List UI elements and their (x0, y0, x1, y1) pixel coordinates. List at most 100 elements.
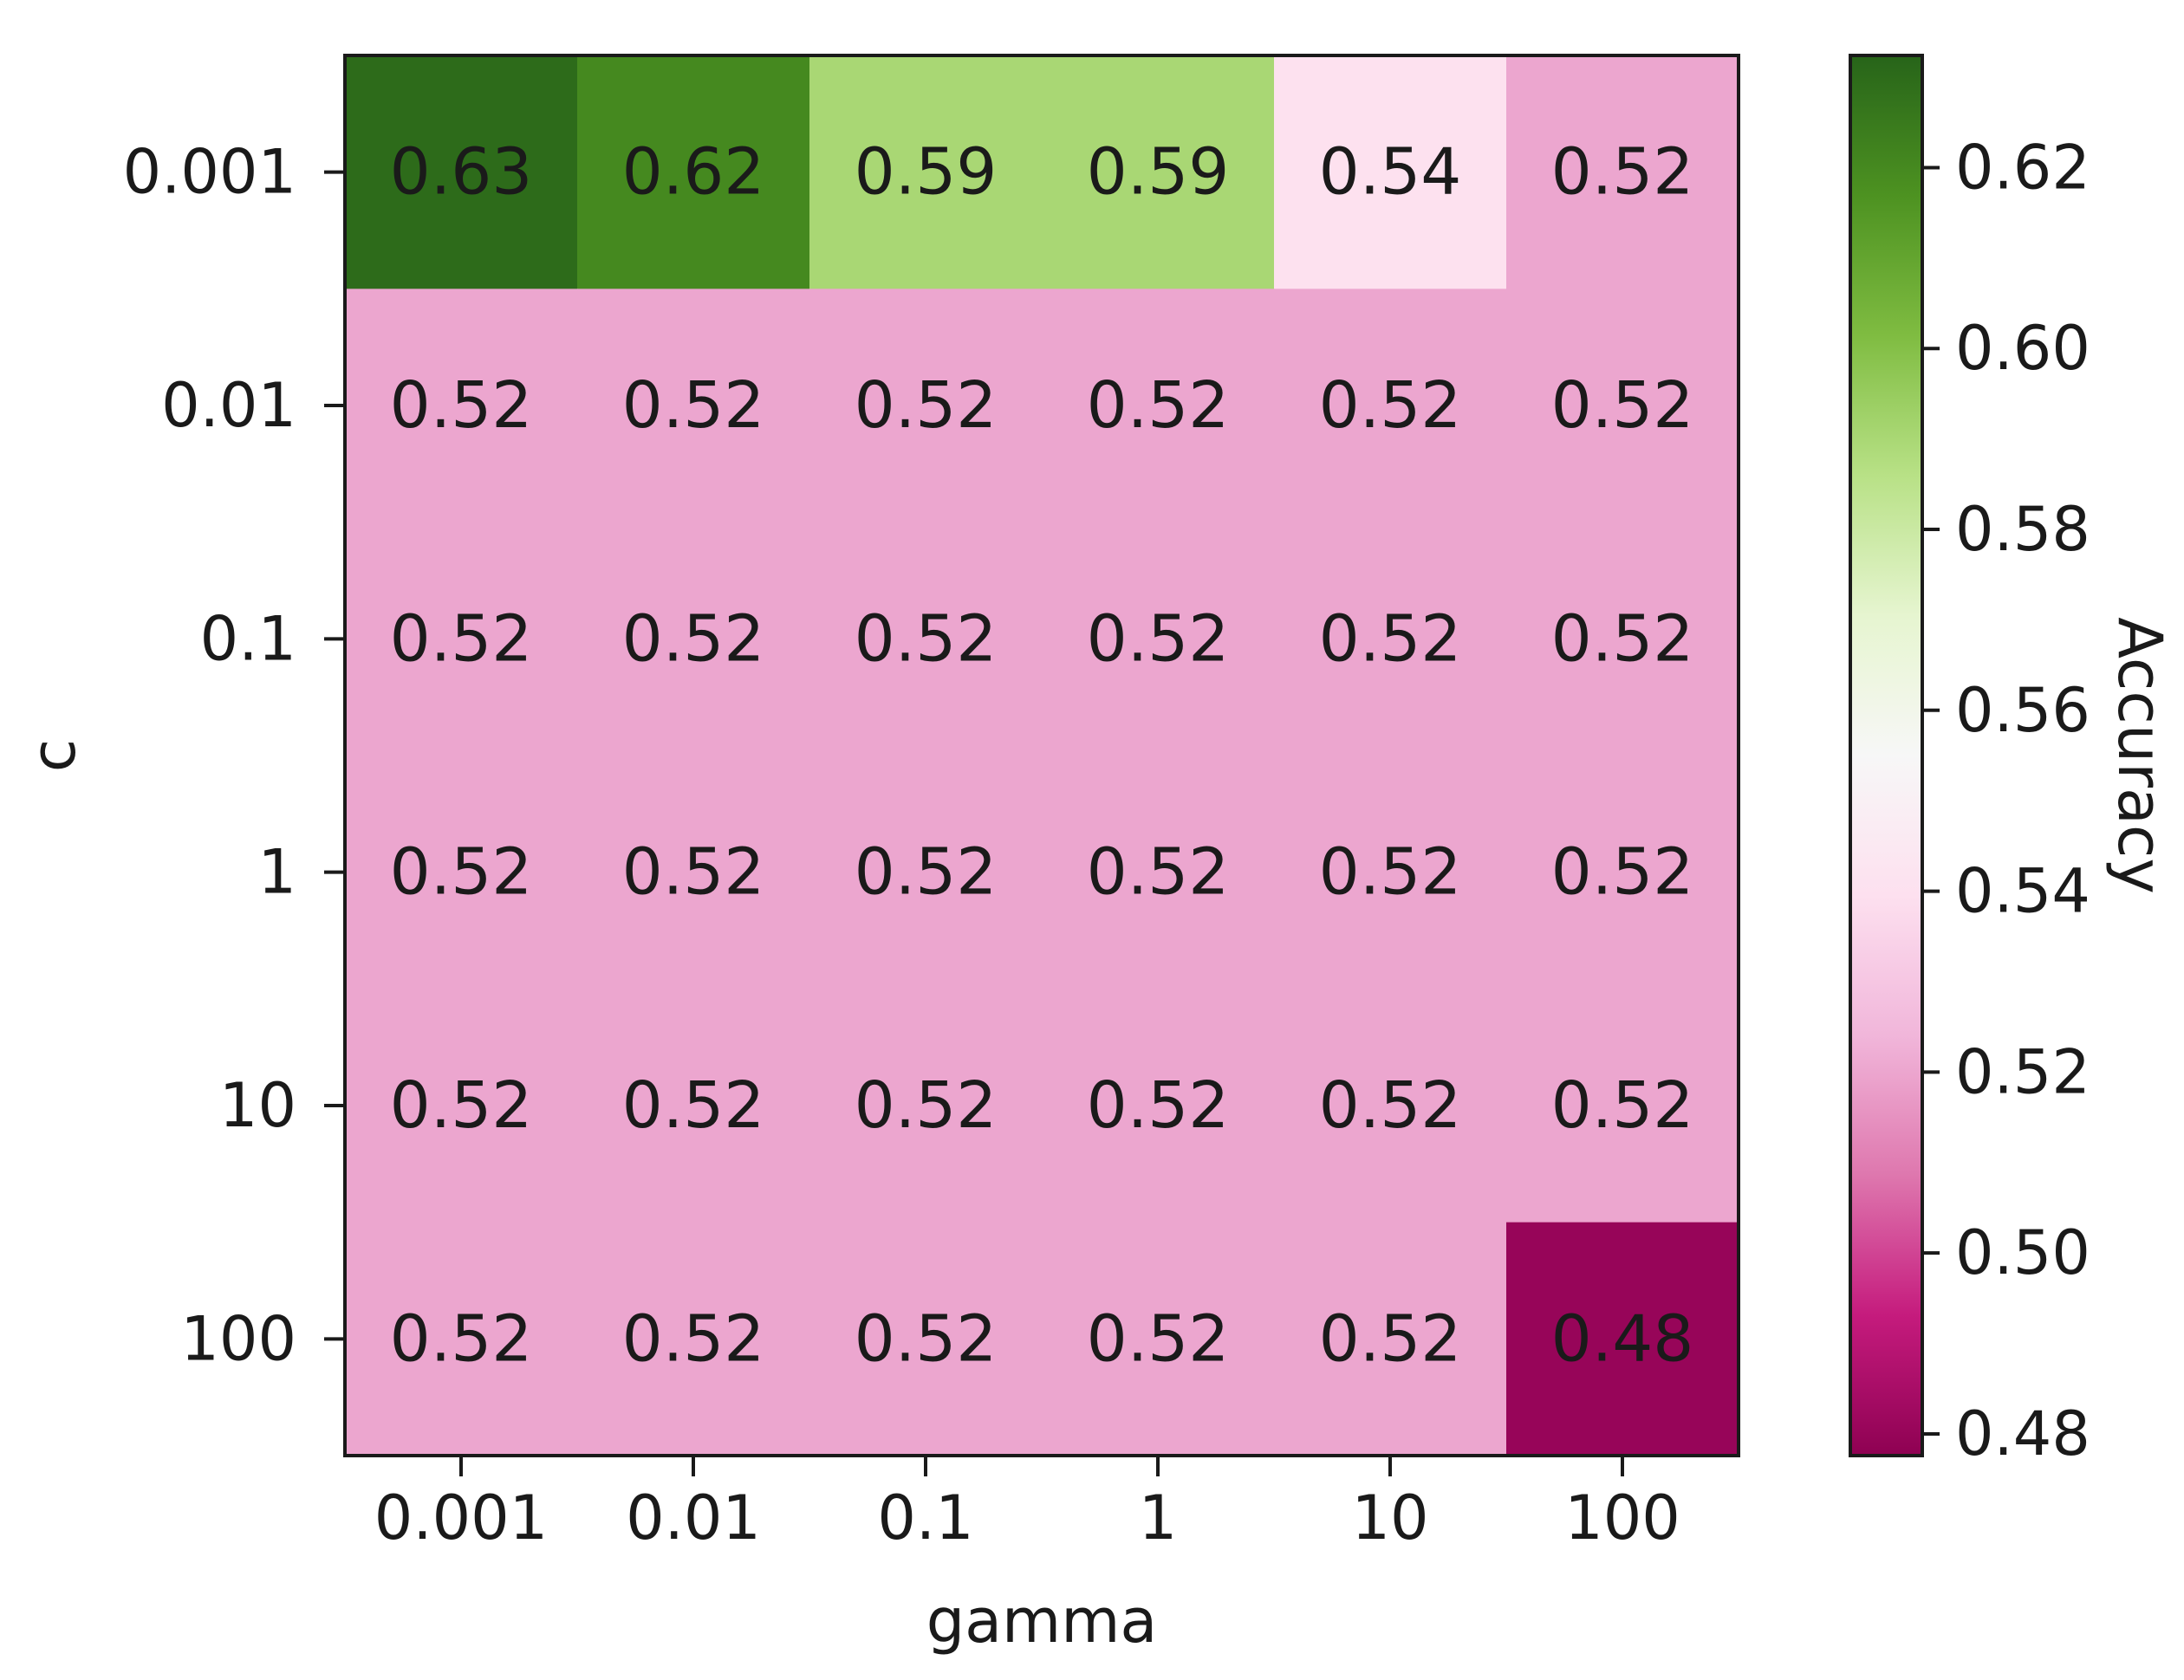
colorbar-tick-label: 0.56 (1955, 675, 2090, 746)
heatmap-cell (345, 55, 578, 289)
plot-frame (343, 54, 1740, 1457)
cell-value-label: 0.48 (1551, 1301, 1694, 1376)
y-axis-ticks: 0.001 0.01 0.1 1 10 100 (123, 137, 345, 1374)
cell-value-label: 0.52 (855, 368, 998, 443)
heatmap-cell (345, 989, 578, 1223)
cell-value-label: 0.52 (622, 1068, 765, 1143)
cell-value-label: 0.59 (855, 135, 998, 210)
cell-value-label: 0.52 (1319, 1068, 1462, 1143)
cell-value-label: 0.63 (390, 135, 533, 210)
cell-value-label: 0.52 (1551, 1068, 1694, 1143)
colorbar-tick-label: 0.52 (1955, 1036, 2090, 1107)
heatmap-cell (1042, 289, 1275, 523)
heatmap-cell (1042, 756, 1275, 989)
x-tick-label: 10 (1351, 1482, 1428, 1554)
cell-value-label: 0.52 (390, 1068, 533, 1143)
colorbar-tick-label: 0.50 (1955, 1217, 2090, 1288)
cell-value-label: 0.52 (1087, 1068, 1230, 1143)
heatmap-cell (809, 522, 1043, 756)
colorbar-tick-label: 0.60 (1955, 313, 2090, 384)
heatmap-cell (345, 1222, 578, 1456)
y-tick-label: 0.1 (200, 603, 296, 674)
cell-value-label: 0.62 (622, 135, 765, 210)
y-tick-label: 1 (257, 837, 296, 908)
heatmap-cell (577, 756, 810, 989)
colorbar-tick-label: 0.62 (1955, 132, 2090, 203)
heatmap-cell (1274, 55, 1507, 289)
cell-value-label: 0.52 (1319, 835, 1462, 910)
heatmap-cell (1506, 1222, 1739, 1456)
heatmap-cell (1274, 756, 1507, 989)
y-tick-label: 0.001 (123, 137, 296, 208)
heatmap-cell (809, 756, 1043, 989)
cell-value-label: 0.52 (622, 835, 765, 910)
cell-value-label: 0.52 (1087, 368, 1230, 443)
heatmap-cell (1042, 522, 1275, 756)
colorbar-ticks: 0.48 0.50 0.52 0.54 0.56 0.58 0.60 0.62 (1922, 132, 2090, 1469)
heatmap-cell (1042, 1222, 1275, 1456)
cell-value-label: 0.52 (390, 601, 533, 676)
cell-value-label: 0.52 (855, 835, 998, 910)
cell-value-label: 0.52 (1551, 135, 1694, 210)
x-tick-label: 0.01 (626, 1482, 761, 1554)
y-tick-label: 100 (180, 1303, 296, 1374)
cell-value-label: 0.52 (1087, 601, 1230, 676)
cell-value-label: 0.52 (390, 1301, 533, 1376)
cell-value-label: 0.52 (1087, 1301, 1230, 1376)
colorbar-tick-label: 0.48 (1955, 1398, 2090, 1469)
cell-value-label: 0.52 (622, 1301, 765, 1376)
x-axis-ticks: 0.001 0.01 0.1 1 10 100 (374, 1456, 1680, 1554)
cell-value-label: 0.52 (1319, 1301, 1462, 1376)
cell-value-label: 0.52 (1551, 368, 1694, 443)
heatmap-cell (809, 989, 1043, 1223)
heatmap-cell (1506, 289, 1739, 523)
heatmap-cell (577, 289, 810, 523)
colorbar-label: Accuracy (2104, 617, 2175, 894)
x-tick-label: 100 (1564, 1482, 1680, 1554)
heatmap-cell (577, 522, 810, 756)
cell-value-label: 0.52 (855, 601, 998, 676)
heatmap-cell (1274, 1222, 1507, 1456)
heatmap-cell-labels: 0.63 0.62 0.59 0.59 0.54 0.52 0.52 0.52 0.52 0.52… (390, 135, 1694, 1377)
heatmap-cell (1274, 989, 1507, 1223)
heatmap-cell (809, 1222, 1043, 1456)
heatmap-cell (345, 756, 578, 989)
cell-value-label: 0.52 (1087, 835, 1230, 910)
heatmap-cell (345, 289, 578, 523)
cell-value-label: 0.52 (1319, 368, 1462, 443)
colorbar (1849, 54, 1924, 1457)
y-tick-label: 10 (219, 1070, 296, 1141)
x-tick-label: 0.1 (877, 1482, 973, 1554)
x-tick-label: 1 (1139, 1482, 1178, 1554)
heatmap-cell (1506, 55, 1739, 289)
heatmap-cell (809, 55, 1043, 289)
cell-value-label: 0.52 (855, 1068, 998, 1143)
cell-value-label: 0.52 (1551, 835, 1694, 910)
heatmap-cell (577, 55, 810, 289)
heatmap-cell (1506, 522, 1739, 756)
heatmap-cell (1042, 55, 1275, 289)
heatmap-cell (577, 989, 810, 1223)
cell-value-label: 0.52 (622, 368, 765, 443)
cell-value-label: 0.52 (622, 601, 765, 676)
heatmap-cell (1274, 289, 1507, 523)
heatmap-cell (1042, 989, 1275, 1223)
colorbar-tick-label: 0.58 (1955, 494, 2090, 565)
heatmap-cell (809, 289, 1043, 523)
cell-value-label: 0.52 (390, 835, 533, 910)
heatmap-cell (345, 522, 578, 756)
cell-value-label: 0.52 (855, 1301, 998, 1376)
x-tick-label: 0.001 (374, 1482, 548, 1554)
cell-value-label: 0.52 (1319, 601, 1462, 676)
heatmap-cell (1274, 522, 1507, 756)
heatmap-cell (1506, 989, 1739, 1223)
heatmap-cell (577, 1222, 810, 1456)
cell-value-label: 0.54 (1319, 135, 1462, 210)
colorbar-tick-label: 0.54 (1955, 856, 2090, 927)
cell-value-label: 0.59 (1087, 135, 1230, 210)
cell-value-label: 0.52 (1551, 601, 1694, 676)
y-axis-label: c (18, 739, 89, 773)
cell-value-label: 0.52 (390, 368, 533, 443)
x-axis-label: gamma (926, 1586, 1158, 1657)
